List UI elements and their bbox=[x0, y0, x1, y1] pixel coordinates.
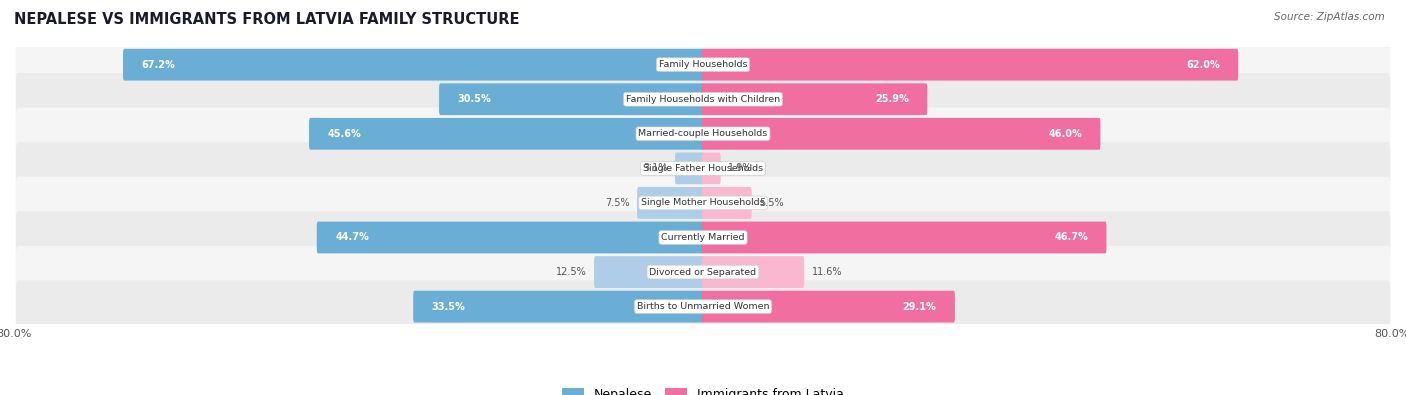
Text: Births to Unmarried Women: Births to Unmarried Women bbox=[637, 302, 769, 311]
FancyBboxPatch shape bbox=[316, 222, 704, 254]
Text: 25.9%: 25.9% bbox=[875, 94, 908, 104]
FancyBboxPatch shape bbox=[15, 73, 1391, 126]
FancyBboxPatch shape bbox=[702, 118, 1101, 150]
FancyBboxPatch shape bbox=[702, 83, 928, 115]
Text: 3.1%: 3.1% bbox=[644, 164, 668, 173]
Text: Divorced or Separated: Divorced or Separated bbox=[650, 267, 756, 276]
Text: 5.5%: 5.5% bbox=[759, 198, 783, 208]
FancyBboxPatch shape bbox=[15, 211, 1391, 264]
Text: 1.9%: 1.9% bbox=[728, 164, 752, 173]
Text: 11.6%: 11.6% bbox=[811, 267, 842, 277]
Text: Single Mother Households: Single Mother Households bbox=[641, 198, 765, 207]
Text: 33.5%: 33.5% bbox=[432, 302, 465, 312]
Text: NEPALESE VS IMMIGRANTS FROM LATVIA FAMILY STRUCTURE: NEPALESE VS IMMIGRANTS FROM LATVIA FAMIL… bbox=[14, 12, 520, 27]
Text: 7.5%: 7.5% bbox=[605, 198, 630, 208]
FancyBboxPatch shape bbox=[637, 187, 704, 219]
FancyBboxPatch shape bbox=[15, 38, 1391, 91]
FancyBboxPatch shape bbox=[15, 107, 1391, 160]
FancyBboxPatch shape bbox=[595, 256, 704, 288]
FancyBboxPatch shape bbox=[15, 280, 1391, 333]
FancyBboxPatch shape bbox=[15, 142, 1391, 195]
FancyBboxPatch shape bbox=[702, 291, 955, 322]
FancyBboxPatch shape bbox=[702, 222, 1107, 254]
Text: 67.2%: 67.2% bbox=[142, 60, 176, 70]
FancyBboxPatch shape bbox=[15, 177, 1391, 229]
FancyBboxPatch shape bbox=[15, 246, 1391, 298]
Text: Source: ZipAtlas.com: Source: ZipAtlas.com bbox=[1274, 12, 1385, 22]
FancyBboxPatch shape bbox=[675, 152, 704, 184]
Text: Currently Married: Currently Married bbox=[661, 233, 745, 242]
Text: 30.5%: 30.5% bbox=[457, 94, 491, 104]
FancyBboxPatch shape bbox=[702, 49, 1239, 81]
Text: 62.0%: 62.0% bbox=[1185, 60, 1219, 70]
Text: Single Father Households: Single Father Households bbox=[643, 164, 763, 173]
FancyBboxPatch shape bbox=[122, 49, 704, 81]
Text: Family Households with Children: Family Households with Children bbox=[626, 95, 780, 104]
FancyBboxPatch shape bbox=[702, 187, 752, 219]
Text: 44.7%: 44.7% bbox=[335, 233, 368, 243]
FancyBboxPatch shape bbox=[702, 152, 721, 184]
Text: 45.6%: 45.6% bbox=[328, 129, 361, 139]
Text: Married-couple Households: Married-couple Households bbox=[638, 129, 768, 138]
Text: 46.7%: 46.7% bbox=[1054, 233, 1088, 243]
Text: 29.1%: 29.1% bbox=[903, 302, 936, 312]
Text: 12.5%: 12.5% bbox=[555, 267, 586, 277]
FancyBboxPatch shape bbox=[309, 118, 704, 150]
FancyBboxPatch shape bbox=[413, 291, 704, 322]
Text: Family Households: Family Households bbox=[659, 60, 747, 69]
Legend: Nepalese, Immigrants from Latvia: Nepalese, Immigrants from Latvia bbox=[557, 383, 849, 395]
Text: 46.0%: 46.0% bbox=[1047, 129, 1083, 139]
FancyBboxPatch shape bbox=[702, 256, 804, 288]
FancyBboxPatch shape bbox=[439, 83, 704, 115]
